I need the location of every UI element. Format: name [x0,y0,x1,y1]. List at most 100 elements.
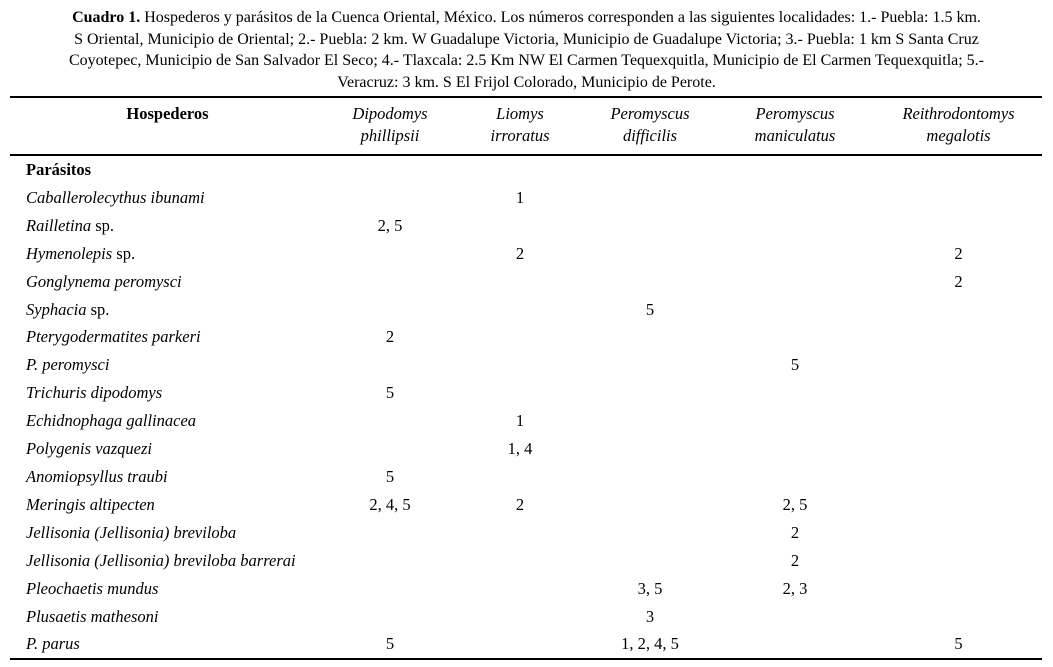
section-label: Parásitos [26,160,92,179]
parasite-row: P. peromysci 5 [10,351,1042,379]
section-row-parasitos: Parásitos [10,155,1042,184]
table-area: Hospederos Dipodomys phillipsii Liomys i… [10,96,1042,661]
locality-cell [325,296,455,324]
parasite-row: Anomiopsyllus traubi 5 [10,463,1042,491]
parasite-row: Railletina sp. 2, 5 [10,212,1042,240]
parasite-name-cell: Echidnophaga gallinacea [10,407,325,435]
parasite-row: Meringis altipecten 2, 4, 5 2 2, 5 [10,491,1042,519]
locality-cell [875,463,1042,491]
host-species: difficilis [622,126,678,145]
locality-cell [325,268,455,296]
parasite-name: Railletina [26,215,92,235]
locality-cell [585,519,715,547]
locality-cell [875,323,1042,351]
locality-cell [715,212,875,240]
locality-cell [585,323,715,351]
parasite-row: Gonglynema peromysci 2 [10,268,1042,296]
locality-cell [875,547,1042,575]
locality-cell [325,351,455,379]
host-species: maniculatus [754,126,836,145]
parasite-name: Syphacia [26,299,87,319]
parasite-name: P. peromysci [26,355,110,375]
parasite-row: Trichuris dipodomys 5 [10,379,1042,407]
locality-cell [585,212,715,240]
locality-cell [715,184,875,212]
locality-cell [715,268,875,296]
caption-line-1-text: Hospederos y parásitos de la Cuenca Orie… [140,9,981,26]
locality-cell [455,575,585,603]
parasite-name: Jellisonia (Jellisonia) breviloba [26,522,237,542]
parasite-row: Jellisonia (Jellisonia) breviloba 2 [10,519,1042,547]
parasite-name: P. parus [26,634,80,654]
locality-cell [875,212,1042,240]
parasite-name: Gonglynema peromysci [26,271,182,291]
parasite-name: Echidnophaga gallinacea [26,411,197,431]
caption-line-2: S Oriental, Municipio de Oriental; 2.- P… [74,30,979,48]
locality-cell [455,519,585,547]
parasite-name-cell: Meringis altipecten [10,491,325,519]
parasite-row: Jellisonia (Jellisonia) breviloba barrer… [10,547,1042,575]
locality-cell [585,547,715,575]
parasite-row: Polygenis vazquezi 1, 4 [10,435,1042,463]
locality-cell [875,603,1042,631]
locality-cell: 2, 3 [782,578,808,598]
locality-cell: 2 [515,494,525,514]
host-column-header-peromyscus-maniculatus: Peromyscus maniculatus [715,97,875,155]
locality-cell: 2 [385,327,395,347]
parasite-name: Trichuris dipodomys [26,383,163,403]
host-genus: Peromyscus [755,104,835,123]
host-species: irroratus [490,126,550,145]
parasite-name-cell: Pterygodermatites parkeri [10,323,325,351]
locality-cell: 2 [790,522,800,542]
parasite-name: Jellisonia (Jellisonia) breviloba barrer… [26,550,296,570]
locality-cell: 2, 5 [782,494,808,514]
locality-cell [875,379,1042,407]
locality-cell [875,575,1042,603]
locality-cell: 5 [954,634,963,654]
locality-cell [875,519,1042,547]
parasite-name: Plusaetis mathesoni [26,606,159,626]
locality-cell: 1 [515,187,525,207]
locality-cell [715,463,875,491]
header-row: Hospederos Dipodomys phillipsii Liomys i… [10,97,1042,155]
parasite-name-cell: Hymenolepis sp. [10,240,325,268]
locality-cell: 2 [790,550,800,570]
locality-cell: 2 [954,271,963,291]
parasite-name-cell: Plusaetis mathesoni [10,603,325,631]
hospederos-header: Hospederos [126,104,209,123]
locality-cell: 5 [385,634,395,654]
parasite-name: Caballerolecythus ibunami [26,187,205,207]
hosts-parasites-table: Hospederos Dipodomys phillipsii Liomys i… [10,96,1042,661]
locality-cell [715,630,875,659]
parasite-row: Pleochaetis mundus 3, 5 2, 3 [10,575,1042,603]
host-genus: Peromyscus [610,104,690,123]
parasite-name-suffix: sp. [91,215,114,235]
parasite-row: Pterygodermatites parkeri 2 [10,323,1042,351]
parasite-row: Caballerolecythus ibunami 1 [10,184,1042,212]
locality-cell [325,519,455,547]
locality-cell [875,296,1042,324]
parasite-name: Polygenis vazquezi [26,439,153,459]
host-genus: Reithrodontomys [902,104,1015,123]
caption-line-4: Veracruz: 3 km. S El Frijol Colorado, Mu… [337,73,716,91]
caption-line-1: Cuadro 1. Hospederos y parásitos de la C… [0,7,1053,29]
locality-cell [715,240,875,268]
parasite-row: Hymenolepis sp. 2 2 [10,240,1042,268]
locality-cell [875,351,1042,379]
host-column-header-peromyscus-difficilis: Peromyscus difficilis [585,97,715,155]
parasite-name-cell: Pleochaetis mundus [10,575,325,603]
locality-cell [455,547,585,575]
locality-cell [715,323,875,351]
locality-cell [585,379,715,407]
locality-cell [455,630,585,659]
locality-cell: 2, 5 [377,215,403,235]
locality-cell [585,463,715,491]
parasite-name-cell: P. peromysci [10,351,325,379]
locality-cell [455,212,585,240]
locality-cell [325,575,455,603]
locality-cell [585,184,715,212]
locality-cell [875,435,1042,463]
parasite-name-cell: Gonglynema peromysci [10,268,325,296]
locality-cell [455,379,585,407]
locality-cell: 2 [515,243,525,263]
